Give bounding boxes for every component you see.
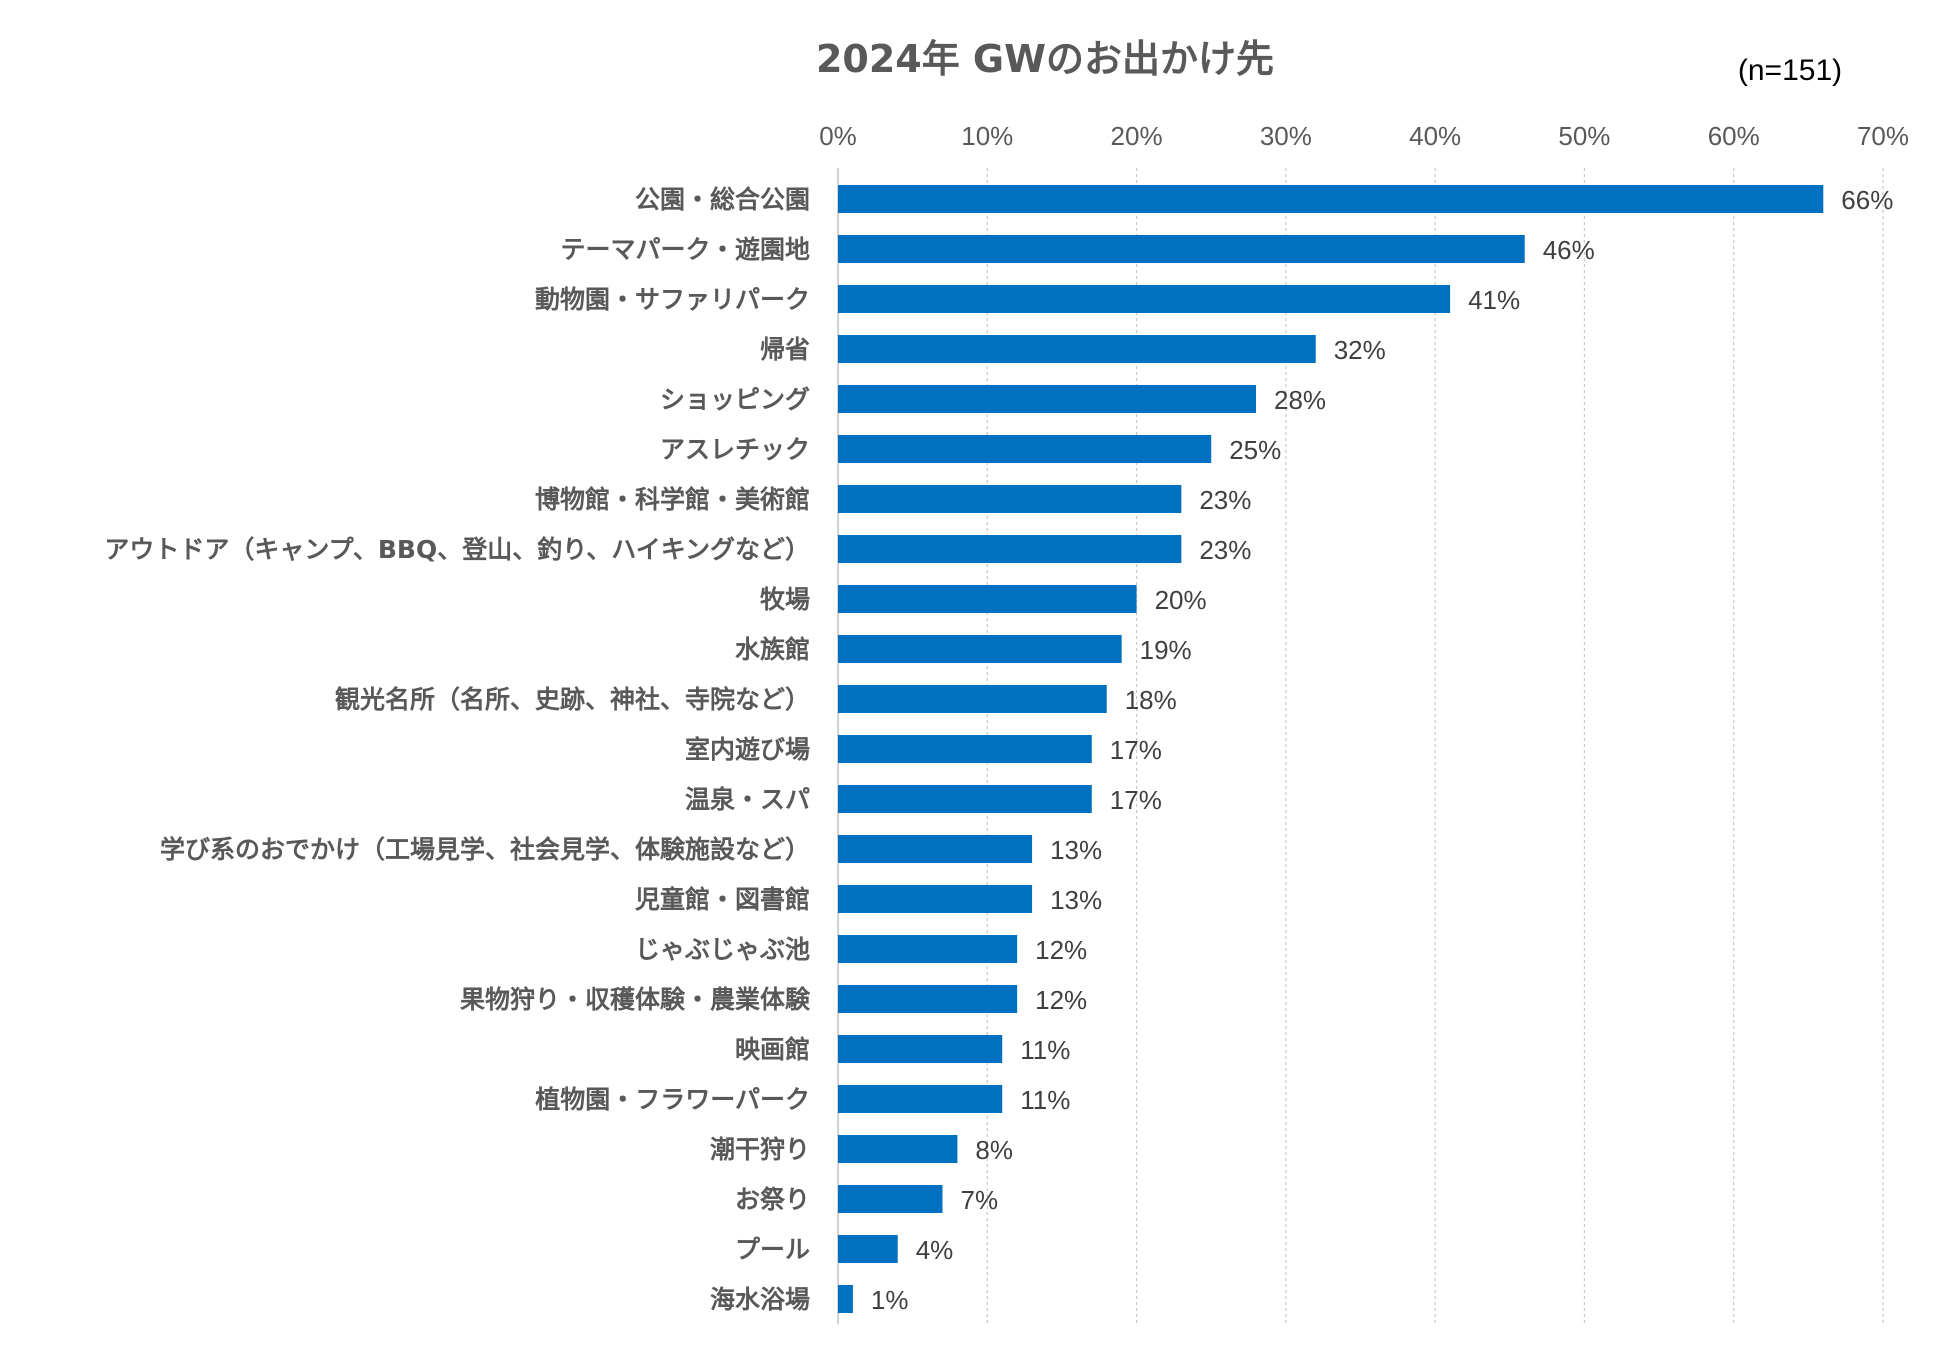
x-tick-label: 40% [1409,121,1461,151]
bar [838,985,1018,1013]
category-label: 動物園・サファリパーク [535,285,810,314]
value-label: 12% [1035,985,1087,1015]
value-label: 17% [1110,785,1162,815]
bar [838,185,1824,213]
bar [838,485,1182,513]
bar [838,1035,1003,1063]
value-label: 7% [961,1185,999,1215]
category-label: ショッピング [660,385,810,414]
value-label: 13% [1050,835,1102,865]
category-label: テーマパーク・遊園地 [560,235,810,264]
category-label: 水族館 [735,635,810,664]
category-label: 海水浴場 [710,1285,810,1314]
category-label: じゃぶじゃぶ池 [635,935,810,964]
bar [838,435,1212,463]
value-label: 12% [1035,935,1087,965]
value-label: 23% [1199,485,1251,515]
value-label: 11% [1020,1085,1070,1115]
category-label: 温泉・スパ [685,785,810,814]
chart-title: 2024年 GWのお出かけ先 [816,37,1274,81]
value-label: 20% [1155,585,1207,615]
category-label: 植物園・フラワーパーク [535,1085,810,1114]
value-label: 66% [1841,185,1893,215]
bar [838,685,1107,713]
category-label: お祭り [735,1185,810,1214]
category-label: アスレチック [660,435,810,464]
bar [838,1135,958,1163]
x-tick-label: 0% [819,121,857,151]
value-label: 23% [1199,535,1251,565]
bar [838,1235,898,1263]
value-label: 19% [1140,635,1192,665]
bar [838,835,1033,863]
bar [838,635,1122,663]
category-label: 観光名所（名所、史跡、神社、寺院など） [335,685,810,714]
category-label: プール [735,1235,810,1264]
category-label: 公園・総合公園 [635,185,810,214]
category-label: 帰省 [760,335,810,364]
bar [838,1185,943,1213]
value-label: 4% [916,1235,954,1265]
x-tick-label: 20% [1111,121,1163,151]
bar [838,1285,853,1313]
value-labels: 66% 46% 41% 32% 28% 25% 23% 23% 20% 19% 18% 17% 17% 1… [871,185,1893,1315]
value-label: 8% [975,1135,1013,1165]
category-label: 牧場 [760,585,810,614]
bars [838,185,1824,1313]
category-label: 学び系のおでかけ（工場見学、社会見学、体験施設など） [160,835,810,864]
bar [838,785,1092,813]
value-label: 11% [1020,1035,1070,1065]
category-label: 児童館・図書館 [635,885,810,914]
x-tick-label: 70% [1857,121,1909,151]
x-tick-label: 50% [1558,121,1610,151]
category-label: アウトドア（キャンプ、BBQ、登山、釣り、ハイキングなど） [104,535,810,564]
x-tick-label: 30% [1260,121,1312,151]
bar [838,735,1092,763]
category-label: 果物狩り・収穫体験・農業体験 [460,985,811,1014]
category-label: 室内遊び場 [685,735,810,764]
category-label: 映画館 [735,1035,810,1064]
bar [838,235,1525,263]
x-tick-label: 60% [1708,121,1760,151]
category-label: 潮干狩り [710,1135,810,1164]
value-label: 32% [1334,335,1386,365]
x-tick-label: 10% [961,121,1013,151]
category-label: 博物館・科学館・美術館 [535,485,810,514]
value-label: 1% [871,1285,909,1315]
value-label: 28% [1274,385,1326,415]
bar [838,385,1256,413]
category-labels: 公園・総合公園テーマパーク・遊園地動物園・サファリパーク帰省ショッピングアスレチ… [104,185,811,1314]
x-axis-ticks: 0% 10% 20% 30% 40% 50% 60% 70% [819,121,1909,151]
bar [838,285,1451,313]
bar [838,885,1033,913]
value-label: 17% [1110,735,1162,765]
value-label: 46% [1543,235,1595,265]
bar [838,585,1137,613]
bar [838,1085,1003,1113]
value-label: 13% [1050,885,1102,915]
value-label: 25% [1229,435,1281,465]
value-label: 18% [1125,685,1177,715]
sample-size-note: (n=151) [1738,54,1842,87]
value-label: 41% [1468,285,1520,315]
bar [838,935,1018,963]
bar [838,335,1316,363]
bar [838,535,1182,563]
